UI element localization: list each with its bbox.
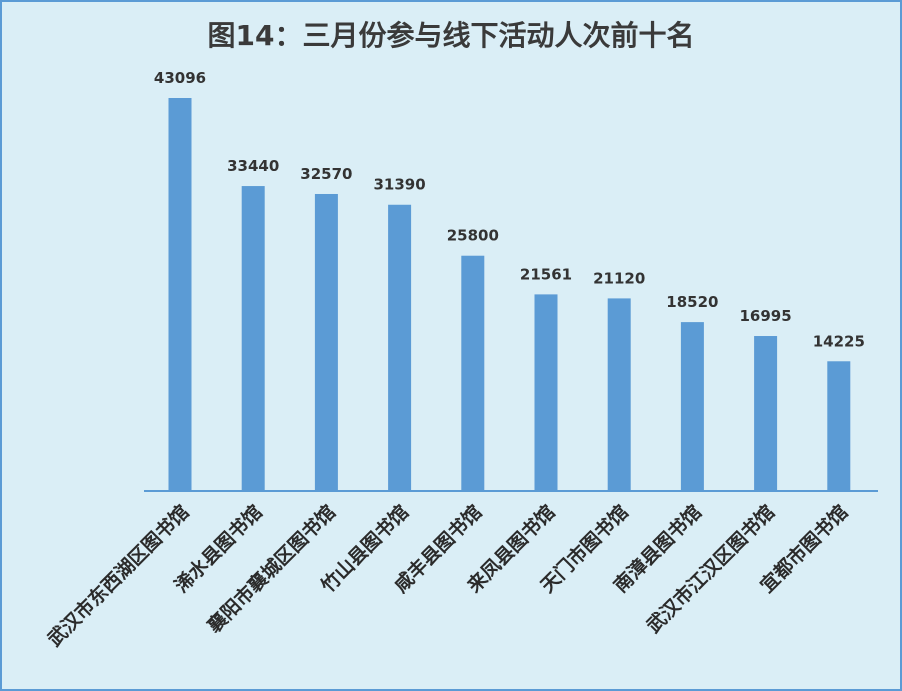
bar-9: [827, 361, 851, 491]
data-label-2: 32570: [300, 165, 352, 183]
category-label-0: 武汉市东西湖区图书馆: [43, 500, 194, 651]
data-label-5: 21561: [520, 265, 572, 283]
data-label-8: 16995: [740, 307, 792, 325]
data-label-4: 25800: [447, 227, 499, 245]
bar-2: [314, 193, 338, 491]
bar-6: [607, 298, 631, 491]
bar-4: [461, 255, 485, 491]
data-label-3: 31390: [374, 176, 426, 194]
data-label-9: 14225: [813, 332, 865, 350]
data-label-6: 21120: [593, 269, 645, 287]
bar-0: [168, 98, 192, 491]
data-label-1: 33440: [227, 157, 279, 175]
bar-5: [534, 294, 558, 491]
category-label-8: 武汉市江汉区图书馆: [642, 500, 779, 637]
data-label-7: 18520: [666, 293, 718, 311]
category-label-2: 襄阳市襄城区图书馆: [202, 500, 340, 638]
bar-3: [388, 204, 412, 491]
bar-8: [754, 336, 778, 491]
chart-title: 图14：三月份参与线下活动人次前十名: [207, 19, 695, 52]
bar-1: [241, 186, 265, 492]
bar-7: [680, 322, 704, 491]
data-label-0: 43096: [154, 69, 206, 87]
